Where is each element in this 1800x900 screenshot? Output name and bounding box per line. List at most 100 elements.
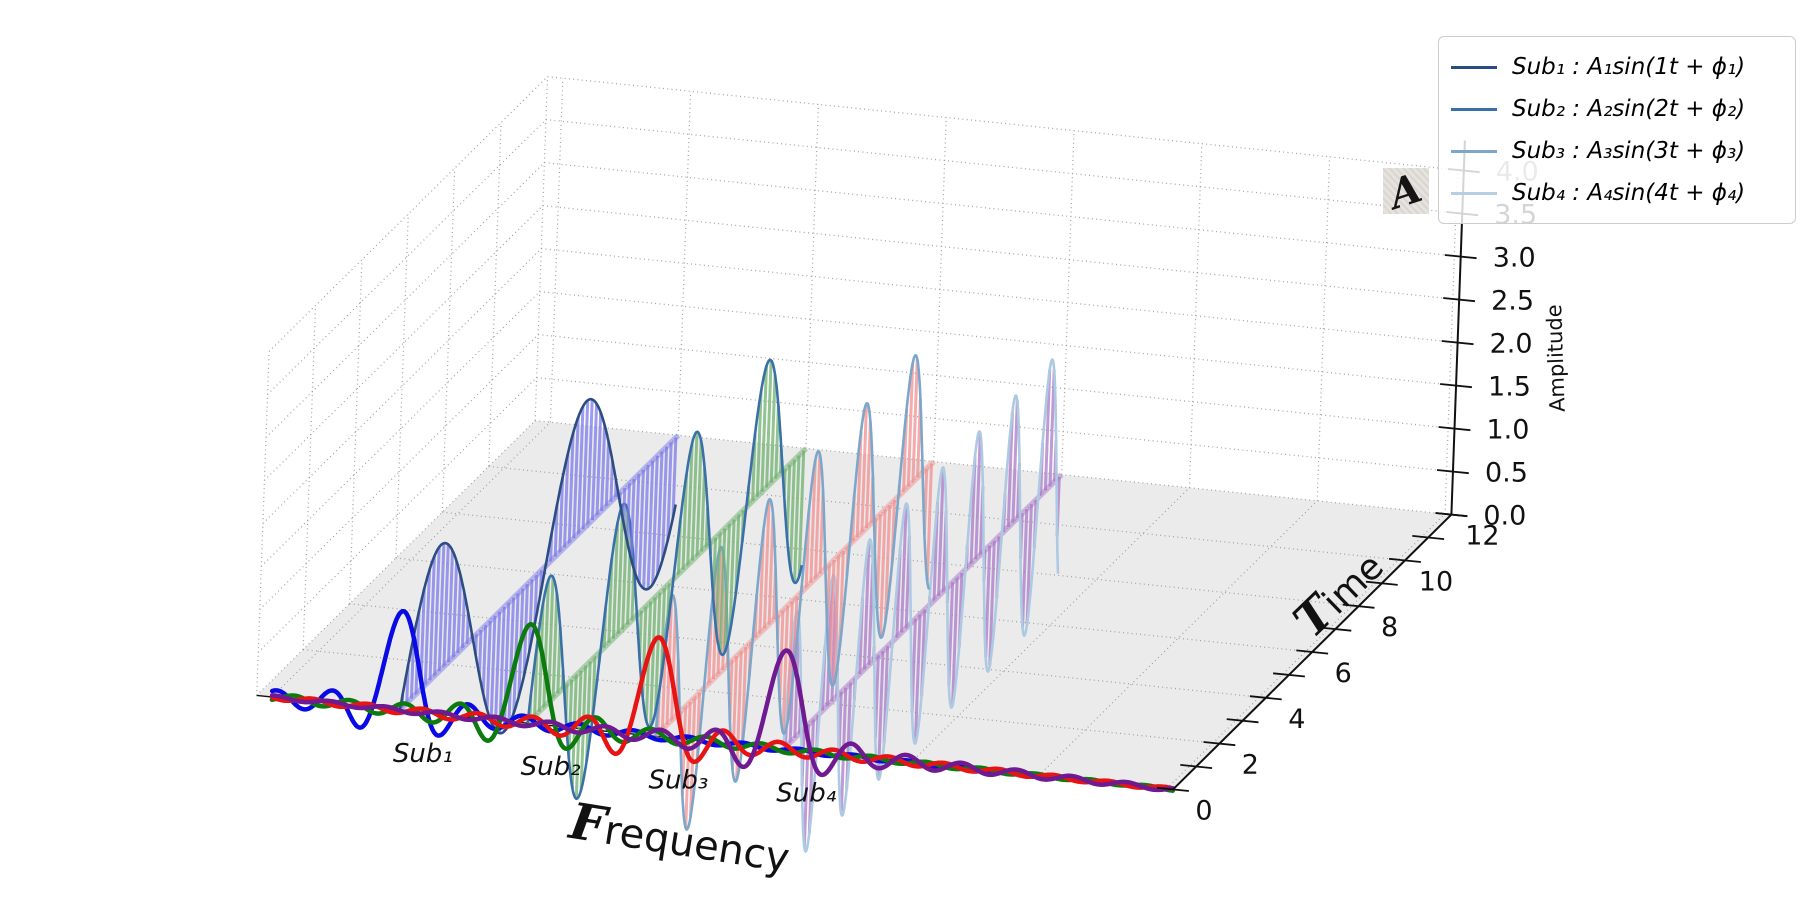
subcarrier-stem <box>481 625 488 694</box>
subcarrier-stem <box>629 478 636 560</box>
subcarrier-stem <box>451 561 459 658</box>
subcarrier-stem <box>586 399 594 525</box>
back-wall-grid-line <box>538 333 1455 430</box>
subcarrier-stem <box>716 549 724 675</box>
subcarrier-stem <box>723 523 731 653</box>
subcarrier-stem <box>809 460 817 583</box>
time-tick-label: 2 <box>1242 750 1259 781</box>
subcarrier-wave-outline <box>398 397 677 735</box>
time-axis-tick <box>1389 557 1421 563</box>
legend-label: Sub₁ : A₁sin(1t + ϕ₁) <box>1512 54 1746 80</box>
subcarrier-stem <box>1006 412 1014 528</box>
subcarrier-stem <box>609 460 614 502</box>
subcarrier-stem <box>656 451 664 575</box>
subcarrier-stem <box>774 406 780 479</box>
subcarrier-stem <box>984 545 992 658</box>
subcarrier-stem <box>651 455 659 585</box>
subcarrier-stem <box>765 360 773 488</box>
back-wall-grid-line <box>539 290 1457 387</box>
floor-grid-line <box>910 487 1190 763</box>
left-wall-grid-line <box>260 291 541 567</box>
subcarrier-stem <box>814 454 822 579</box>
subcarrier-stem <box>666 442 673 541</box>
subcarrier-stem <box>828 559 836 676</box>
subcarrier-stem <box>485 620 492 710</box>
subcarrier-stem <box>590 403 599 521</box>
z-axis-script-glyph: A <box>1383 164 1429 218</box>
subcarrier-stem <box>567 433 575 543</box>
z-axis-tick <box>1444 254 1477 260</box>
subcarrier-label: Sub₄ <box>776 778 836 808</box>
subcarrier-stem <box>855 430 863 538</box>
left-wall-grid-line <box>262 248 542 524</box>
left-wall-grid-line <box>256 420 536 696</box>
subcarrier-stem <box>913 614 922 744</box>
subcarrier-stem <box>477 629 483 676</box>
legend-line-swatch <box>1451 191 1497 195</box>
back-wall-grid-line <box>677 91 692 436</box>
subcarrier-wave-outline <box>654 354 931 831</box>
time-tick-label: 12 <box>1465 521 1499 552</box>
subcarrier-baseline <box>397 433 681 713</box>
z-axis-tick <box>1441 340 1474 346</box>
subcarrier-stem <box>830 591 838 702</box>
subcarrier-stem <box>793 455 801 583</box>
subcarrier-stem <box>718 528 727 653</box>
time-axis-tick <box>1296 649 1329 655</box>
subcarrier-stem <box>700 467 707 552</box>
floor-grid-line <box>303 648 1220 745</box>
subcarrier-stem <box>879 509 887 638</box>
subcarrier-baseline <box>525 446 808 726</box>
subcarrier-stem <box>621 507 629 630</box>
left-wall-grid-line <box>395 213 409 559</box>
subcarrier-stem <box>755 391 763 497</box>
subcarrier-stem <box>684 701 692 829</box>
legend-line-swatch <box>1451 65 1497 69</box>
subcarrier-stem <box>493 611 502 730</box>
back-wall-grid-line <box>545 118 1463 215</box>
subcarrier-stem <box>689 697 697 817</box>
subcarrier-stem <box>528 579 534 651</box>
subcarrier-stem <box>767 514 775 625</box>
back-wall-grid-line <box>549 78 564 423</box>
subcarrier-stem <box>671 437 678 518</box>
time-axis-tick <box>1273 672 1305 678</box>
subcarrier-baseline <box>781 472 1064 752</box>
left-wall-grid-line <box>265 162 545 438</box>
left-wall-grid-line <box>268 76 548 352</box>
subcarrier-wave-outline <box>526 358 804 801</box>
subcarrier-stem <box>442 544 450 667</box>
z-axis-tick <box>1438 426 1471 432</box>
legend-line-swatch <box>1451 149 1497 153</box>
subcarrier-baseline <box>653 459 936 739</box>
subcarrier-stem <box>553 504 559 557</box>
time-tick-label: 6 <box>1335 658 1352 689</box>
subcarrier-stem <box>686 443 694 566</box>
z-axis-tick <box>1435 512 1468 518</box>
time-axis-tick <box>1249 695 1282 701</box>
subcarrier-stem <box>900 503 908 633</box>
subcarrier-stem <box>585 661 592 762</box>
subcarrier-stem <box>758 529 765 634</box>
time-tick-label: 0 <box>1195 795 1212 826</box>
subcarrier-stem <box>572 417 580 539</box>
z-axis-tick <box>1443 297 1476 303</box>
subcarrier-stem <box>542 579 550 708</box>
legend-label: Sub₄ : A₄sin(4t + ϕ₄) <box>1512 180 1746 206</box>
subcarrier-stem <box>860 403 868 533</box>
subcarrier-stem <box>654 592 662 712</box>
subcarrier-stem <box>642 465 650 589</box>
legend-entry: Sub₂ : A₂sin(2t + ϕ₂) <box>1451 88 1783 130</box>
back-wall-grid-line <box>547 75 1464 172</box>
z-tick-label: 0.5 <box>1485 458 1528 489</box>
left-wall-grid-line <box>488 122 502 467</box>
z-tick-label: 2.0 <box>1490 329 1533 360</box>
subcarrier-stem <box>769 374 777 483</box>
subcarrier-stem <box>670 608 678 721</box>
subcarrier-label: Sub₂ <box>521 752 581 782</box>
subcarrier-stem <box>760 365 768 492</box>
subcarrier-stem <box>781 605 790 733</box>
subcarrier-stem <box>447 550 454 663</box>
